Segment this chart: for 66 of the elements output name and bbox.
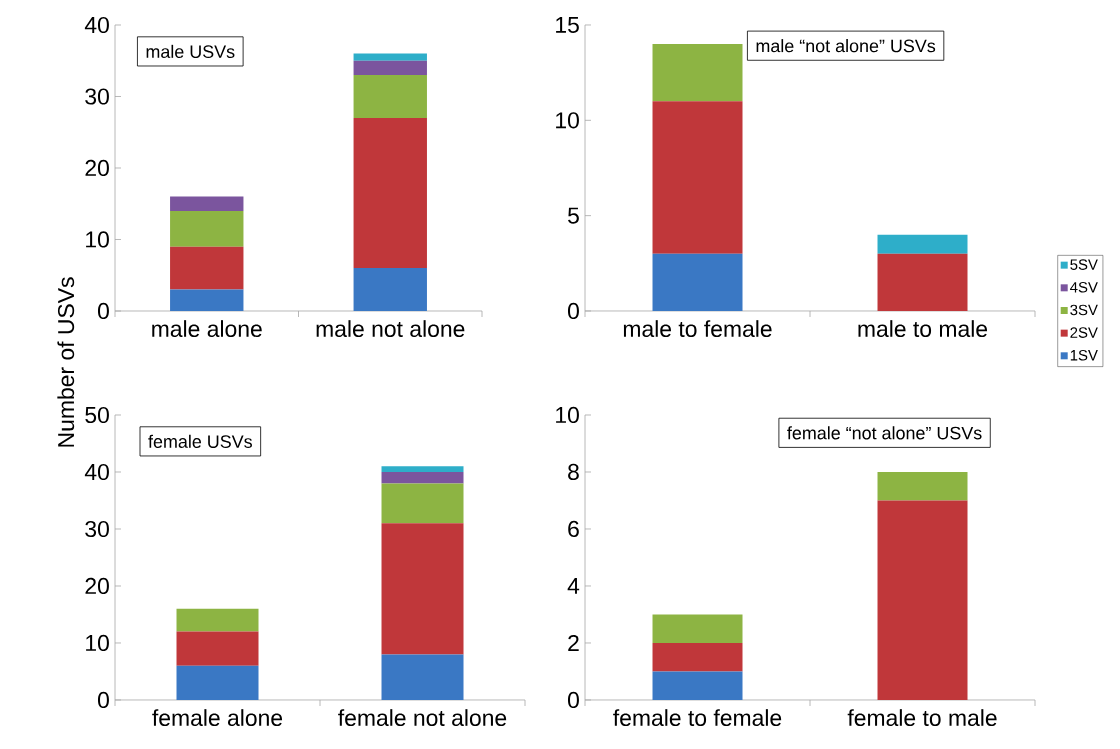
y-tick-label: 20 bbox=[85, 577, 109, 595]
x-tick-label: female to female bbox=[613, 709, 782, 726]
y-tick-label: 10 bbox=[556, 406, 579, 424]
y-tick-label: 20 bbox=[85, 159, 109, 177]
bar bbox=[381, 471, 464, 484]
y-tick-label: 0 bbox=[97, 302, 109, 320]
legend-label: 4SV bbox=[1070, 281, 1098, 293]
bar bbox=[652, 101, 743, 254]
legend-label: 3SV bbox=[1070, 304, 1098, 316]
y-axis-title: Number of USVs bbox=[57, 277, 75, 447]
bar bbox=[176, 665, 259, 700]
bar bbox=[170, 210, 244, 247]
bar bbox=[170, 289, 244, 311]
bar bbox=[176, 608, 259, 632]
y-tick-label: 2 bbox=[568, 634, 579, 651]
legend-label: 2SV bbox=[1070, 327, 1098, 338]
y-tick-label: 30 bbox=[85, 520, 109, 538]
bar bbox=[170, 196, 244, 211]
x-tick-label: male to female bbox=[623, 320, 772, 337]
bar bbox=[652, 642, 743, 672]
y-tick-label: 8 bbox=[568, 463, 579, 481]
bar bbox=[176, 631, 259, 666]
y-tick-label: 30 bbox=[85, 88, 109, 105]
legend-label: 1SV bbox=[1070, 349, 1098, 361]
text: male USVs bbox=[146, 44, 235, 58]
legend-label: 5SV bbox=[1070, 259, 1098, 270]
bar bbox=[652, 614, 743, 643]
bar bbox=[652, 44, 743, 102]
bar bbox=[652, 671, 743, 700]
bar bbox=[877, 500, 968, 700]
y-tick-label: 15 bbox=[556, 16, 579, 33]
y-tick-label: 6 bbox=[568, 520, 579, 538]
x-tick-label: female to male bbox=[847, 709, 997, 726]
x-tick-label: male not alone bbox=[316, 320, 465, 337]
bar bbox=[877, 253, 968, 311]
y-tick-label: 10 bbox=[556, 112, 579, 129]
x-tick-label: female not alone bbox=[338, 709, 507, 726]
bar bbox=[381, 654, 464, 700]
bar bbox=[353, 60, 427, 76]
x-tick-label: female alone bbox=[152, 709, 283, 726]
y-tick-label: 4 bbox=[567, 578, 580, 594]
bar bbox=[353, 117, 427, 269]
bar bbox=[877, 234, 968, 254]
y-tick-label: 5 bbox=[568, 207, 579, 224]
x-tick-label: male to male bbox=[858, 320, 988, 337]
bar bbox=[652, 253, 743, 311]
bar bbox=[353, 53, 427, 61]
y-tick-label: 40 bbox=[84, 16, 109, 34]
bar bbox=[381, 466, 464, 472]
y-tick-label: 0 bbox=[567, 691, 579, 709]
y-tick-label: 0 bbox=[97, 691, 109, 709]
y-tick-label: 50 bbox=[85, 406, 109, 424]
bar bbox=[170, 246, 244, 290]
text: female USVs bbox=[148, 434, 252, 448]
y-tick-label: 10 bbox=[86, 634, 109, 652]
x-tick-label: male alone bbox=[152, 320, 262, 337]
bar bbox=[381, 523, 464, 655]
chart-title: female “not alone” USVs bbox=[787, 426, 982, 440]
bar bbox=[353, 268, 427, 311]
bar bbox=[353, 75, 427, 118]
text: male “not alone” USVs bbox=[756, 39, 936, 53]
y-tick-label: 40 bbox=[84, 463, 109, 481]
y-tick-label: 10 bbox=[86, 231, 109, 248]
bar bbox=[381, 483, 464, 524]
bar bbox=[877, 471, 968, 501]
y-tick-label: 0 bbox=[567, 302, 579, 320]
